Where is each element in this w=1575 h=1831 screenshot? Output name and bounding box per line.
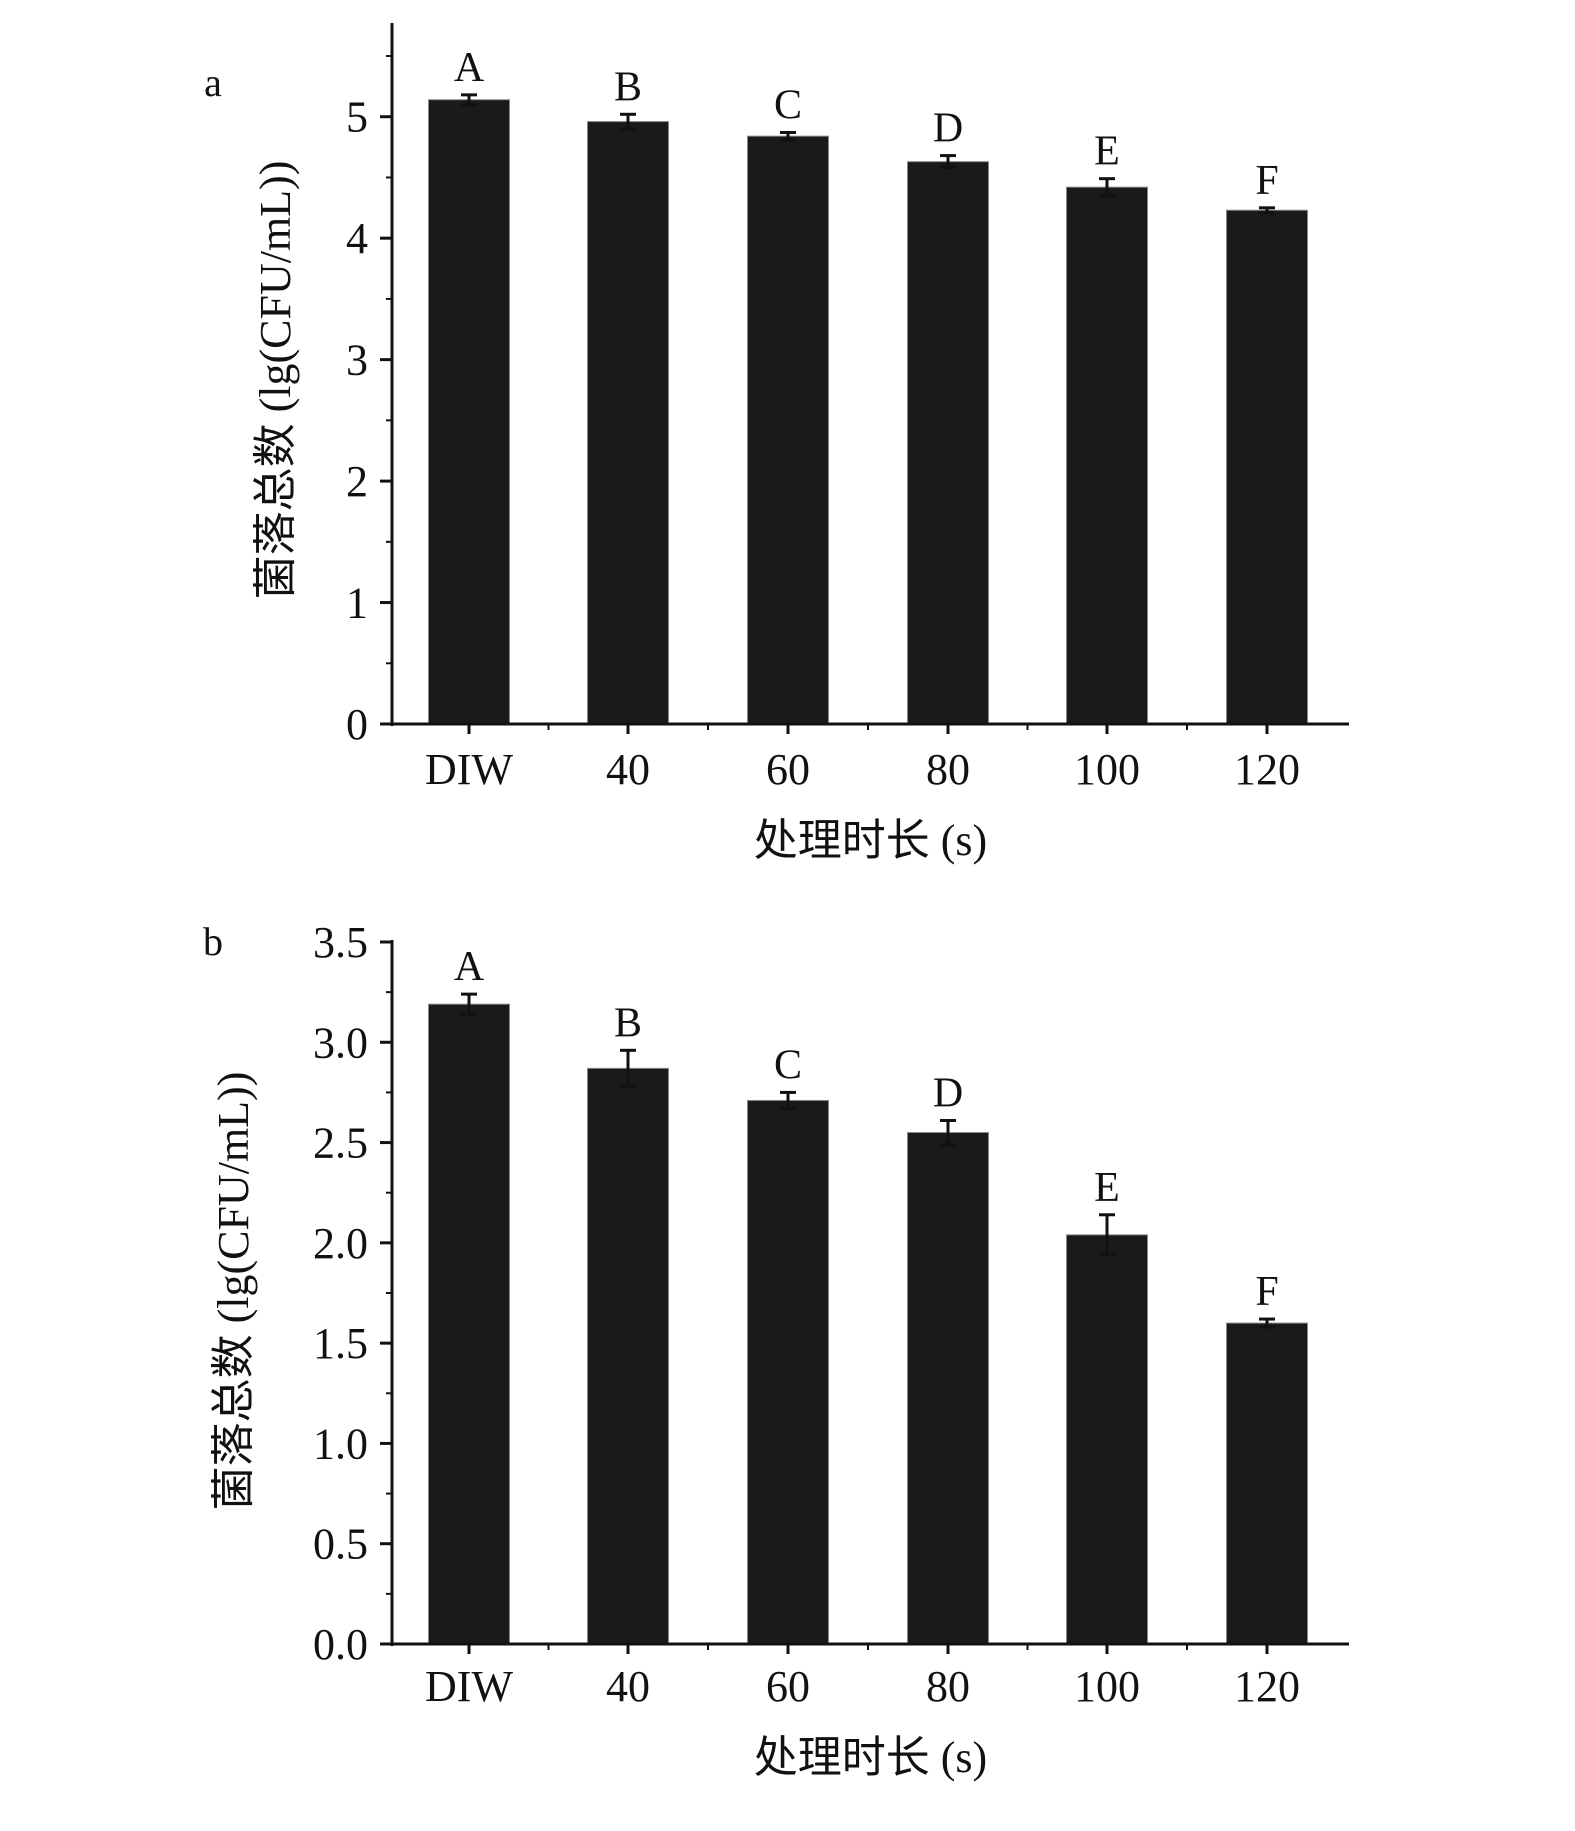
y-tick-label: 2: [346, 457, 368, 506]
bar: [428, 1003, 510, 1645]
y-tick-label: 0.5: [313, 1520, 368, 1569]
y-tick-label: 4: [346, 214, 368, 263]
panel-label: b: [203, 919, 223, 964]
y-tick-label: 3: [346, 336, 368, 385]
x-tick-label: 120: [1234, 745, 1300, 794]
y-tick-label: 2.5: [313, 1119, 368, 1168]
significance-letter: D: [933, 1071, 963, 1117]
x-tick-label: 60: [766, 745, 810, 794]
bar: [1226, 1322, 1308, 1645]
significance-letter: B: [614, 64, 642, 110]
x-axis-title: 处理时长 (s): [754, 1733, 987, 1782]
x-tick-label: 40: [606, 745, 650, 794]
y-tick-label: 2.0: [313, 1219, 368, 1268]
chart-panel-b: b A DIW B 40 C 60 D 80 E 100 F 120 0.0 0.5 1.0 1.5 2.0 2.5…: [203, 918, 1349, 1782]
bar: [907, 161, 989, 725]
x-tick-label: 40: [606, 1662, 650, 1711]
x-tick-label: 60: [766, 1662, 810, 1711]
x-tick-label: 80: [926, 1662, 970, 1711]
significance-letter: E: [1094, 1165, 1120, 1211]
significance-letter: A: [454, 944, 485, 990]
significance-letter: B: [614, 1000, 642, 1046]
bar: [587, 1067, 669, 1645]
x-tick-label: 100: [1074, 745, 1140, 794]
x-tick-label: DIW: [425, 745, 513, 794]
y-tick-label: 1.0: [313, 1419, 368, 1468]
y-tick-label: 1: [346, 579, 368, 628]
bar: [428, 99, 510, 725]
y-axis-title: 菌落总数 (lg(CFU/mL)): [251, 161, 300, 600]
y-tick-label: 0.0: [313, 1620, 368, 1669]
significance-letter: C: [774, 83, 802, 129]
significance-letter: E: [1094, 129, 1120, 175]
x-tick-label: 120: [1234, 1662, 1300, 1711]
significance-letter: C: [774, 1042, 802, 1088]
panel-label: a: [204, 60, 222, 105]
bar: [907, 1132, 989, 1645]
x-tick-label: 100: [1074, 1662, 1140, 1711]
x-tick-label: DIW: [425, 1662, 513, 1711]
x-tick-label: 80: [926, 745, 970, 794]
significance-letter: D: [933, 106, 963, 152]
bar: [747, 135, 829, 725]
y-tick-label: 1.5: [313, 1319, 368, 1368]
y-axis-title: 菌落总数 (lg(CFU/mL)): [209, 1072, 258, 1511]
bar: [587, 121, 669, 725]
significance-letter: A: [454, 45, 485, 91]
bar: [1066, 186, 1148, 725]
bar: [747, 1099, 829, 1645]
bar: [1226, 209, 1308, 725]
y-tick-label: 3.0: [313, 1018, 368, 1067]
x-axis-title: 处理时长 (s): [754, 816, 987, 865]
chart-panel-a: a A DIW B 40 C 60 D 80 E 100 F 120 0 1 2 3 4 5 处理时长 (s) 菌落总数…: [204, 23, 1349, 865]
significance-letter: F: [1255, 158, 1278, 204]
y-tick-label: 3.5: [313, 918, 368, 967]
significance-letter: F: [1255, 1269, 1278, 1315]
y-tick-label: 5: [346, 93, 368, 142]
bar: [1066, 1234, 1148, 1645]
y-tick-label: 0: [346, 700, 368, 749]
